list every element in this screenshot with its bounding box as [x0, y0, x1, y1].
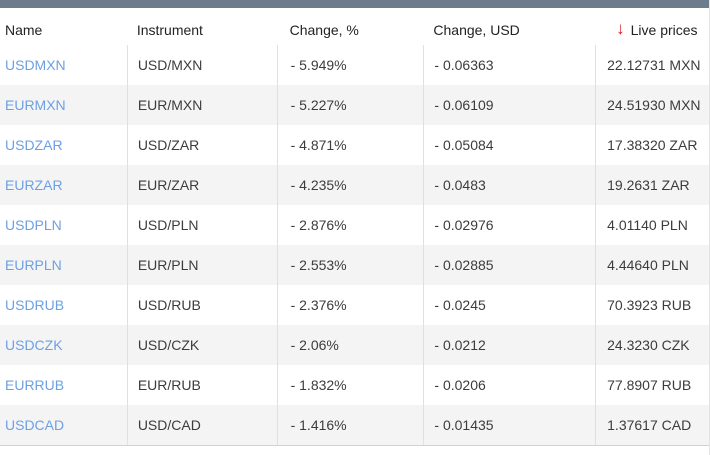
instrument-cell: USD/ZAR [126, 125, 277, 165]
change-pct-cell: - 4.235% [276, 165, 424, 205]
header-instrument[interactable]: Instrument [136, 21, 203, 38]
change-usd-cell: - 0.02976 [423, 205, 595, 245]
table-row: USDCZK USD/CZK - 2.06% - 0.0212 24.3230 … [0, 325, 709, 365]
instrument-cell: USD/MXN [126, 45, 277, 85]
pair-link[interactable]: EURZAR [5, 177, 63, 193]
instrument-cell: USD/CZK [126, 325, 277, 365]
top-accent-bar [0, 0, 709, 8]
table-row: EURZAR EUR/ZAR - 4.235% - 0.0483 19.2631… [0, 165, 709, 205]
change-pct-cell: - 2.876% [276, 205, 424, 245]
table-row: USDRUB USD/RUB - 2.376% - 0.0245 70.3923… [0, 285, 709, 325]
change-usd-cell: - 0.01435 [423, 405, 595, 445]
prices-table: Name Instrument Change, % Change, USD ↓ … [0, 8, 709, 446]
header-name[interactable]: Name [5, 21, 43, 38]
header-live-prices-label: Live prices [630, 21, 698, 38]
change-pct-cell: - 4.871% [276, 125, 424, 165]
live-price-cell: 19.2631 ZAR [595, 165, 709, 205]
table-row: EURPLN EUR/PLN - 2.553% - 0.02885 4.4464… [0, 245, 709, 285]
pair-link[interactable]: USDZAR [5, 137, 63, 153]
table-row: EURRUB EUR/RUB - 1.832% - 0.0206 77.8907… [0, 365, 709, 405]
instrument-cell: USD/RUB [126, 285, 277, 325]
change-usd-cell: - 0.0245 [423, 285, 595, 325]
live-price-cell: 70.3923 RUB [595, 285, 709, 325]
live-price-cell: 22.12731 MXN [595, 45, 709, 85]
pair-link[interactable]: USDCAD [5, 417, 65, 433]
change-usd-cell: - 0.06363 [423, 45, 595, 85]
live-price-cell: 24.51930 MXN [595, 85, 709, 125]
instrument-cell: USD/CAD [126, 405, 277, 445]
live-price-cell: 17.38320 ZAR [595, 125, 709, 165]
header-live-prices[interactable]: ↓ Live prices [595, 15, 709, 38]
change-pct-cell: - 2.376% [276, 285, 424, 325]
table-row: USDCAD USD/CAD - 1.416% - 0.01435 1.3761… [0, 405, 709, 445]
instrument-cell: USD/PLN [126, 205, 277, 245]
pair-link[interactable]: USDMXN [5, 57, 66, 73]
change-pct-cell: - 2.06% [276, 325, 424, 365]
table-header-row: Name Instrument Change, % Change, USD ↓ … [0, 8, 709, 45]
sort-desc-arrow-icon[interactable]: ↓ [616, 19, 625, 38]
header-change-pct[interactable]: Change, % [289, 21, 359, 38]
live-price-cell: 77.8907 RUB [595, 365, 709, 405]
live-price-cell: 1.37617 CAD [595, 405, 709, 445]
pair-link[interactable]: EURMXN [5, 97, 66, 113]
pair-link[interactable]: EURRUB [5, 377, 65, 393]
live-price-cell: 24.3230 CZK [595, 325, 709, 365]
instrument-cell: EUR/PLN [126, 245, 277, 285]
instrument-cell: EUR/MXN [126, 85, 277, 125]
change-usd-cell: - 0.0206 [423, 365, 595, 405]
pair-link[interactable]: USDCZK [5, 337, 63, 353]
change-pct-cell: - 2.553% [276, 245, 424, 285]
table-body: USDMXN USD/MXN - 5.949% - 0.06363 22.127… [0, 45, 709, 446]
table-row: USDPLN USD/PLN - 2.876% - 0.02976 4.0114… [0, 205, 709, 245]
table-row: USDZAR USD/ZAR - 4.871% - 0.05084 17.383… [0, 125, 709, 165]
pair-link[interactable]: EURPLN [5, 257, 62, 273]
change-usd-cell: - 0.05084 [423, 125, 595, 165]
pair-link[interactable]: USDRUB [5, 297, 65, 313]
live-price-cell: 4.01140 PLN [595, 205, 709, 245]
instrument-cell: EUR/RUB [126, 365, 277, 405]
header-change-usd[interactable]: Change, USD [433, 21, 520, 38]
table-row: EURMXN EUR/MXN - 5.227% - 0.06109 24.519… [0, 85, 709, 125]
change-pct-cell: - 5.227% [276, 85, 424, 125]
change-pct-cell: - 1.416% [276, 405, 424, 445]
change-pct-cell: - 1.832% [276, 365, 424, 405]
instrument-cell: EUR/ZAR [126, 165, 277, 205]
table-row: USDMXN USD/MXN - 5.949% - 0.06363 22.127… [0, 45, 709, 85]
change-pct-cell: - 5.949% [276, 45, 424, 85]
pair-link[interactable]: USDPLN [5, 217, 62, 233]
change-usd-cell: - 0.0212 [423, 325, 595, 365]
change-usd-cell: - 0.02885 [423, 245, 595, 285]
change-usd-cell: - 0.06109 [423, 85, 595, 125]
live-price-cell: 4.44640 PLN [595, 245, 709, 285]
change-usd-cell: - 0.0483 [423, 165, 595, 205]
